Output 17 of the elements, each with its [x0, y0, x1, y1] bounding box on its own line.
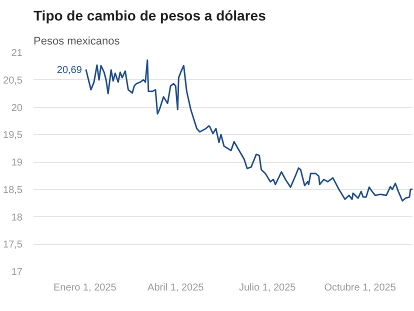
y-tick-label: 18,5: [3, 184, 23, 196]
y-tick-label: 17: [11, 267, 23, 278]
y-tick-label: 20,5: [3, 75, 23, 86]
line-series: [85, 59, 412, 202]
y-tick-label: 19: [11, 158, 23, 168]
chart-title: Tipo de cambio de pesos a dólares: [34, 8, 266, 24]
annotation: 20,69: [56, 64, 82, 76]
y-tick-label: 18: [11, 212, 23, 224]
x-tick-label: Enero 1, 2025: [53, 282, 117, 294]
y-tick-label: 20: [11, 102, 23, 114]
y-tick-label: 17,5: [3, 240, 23, 251]
x-tick-label: Abril 1, 2025: [148, 282, 204, 294]
chart-subtitle: Pesos mexicanos: [34, 36, 120, 48]
y-tick-label: 21: [11, 48, 23, 59]
x-tick-label: Octubre 1, 2025: [324, 282, 396, 294]
x-tick-label: Julio 1, 2025: [238, 282, 296, 294]
y-tick-label: 19,5: [3, 130, 23, 142]
